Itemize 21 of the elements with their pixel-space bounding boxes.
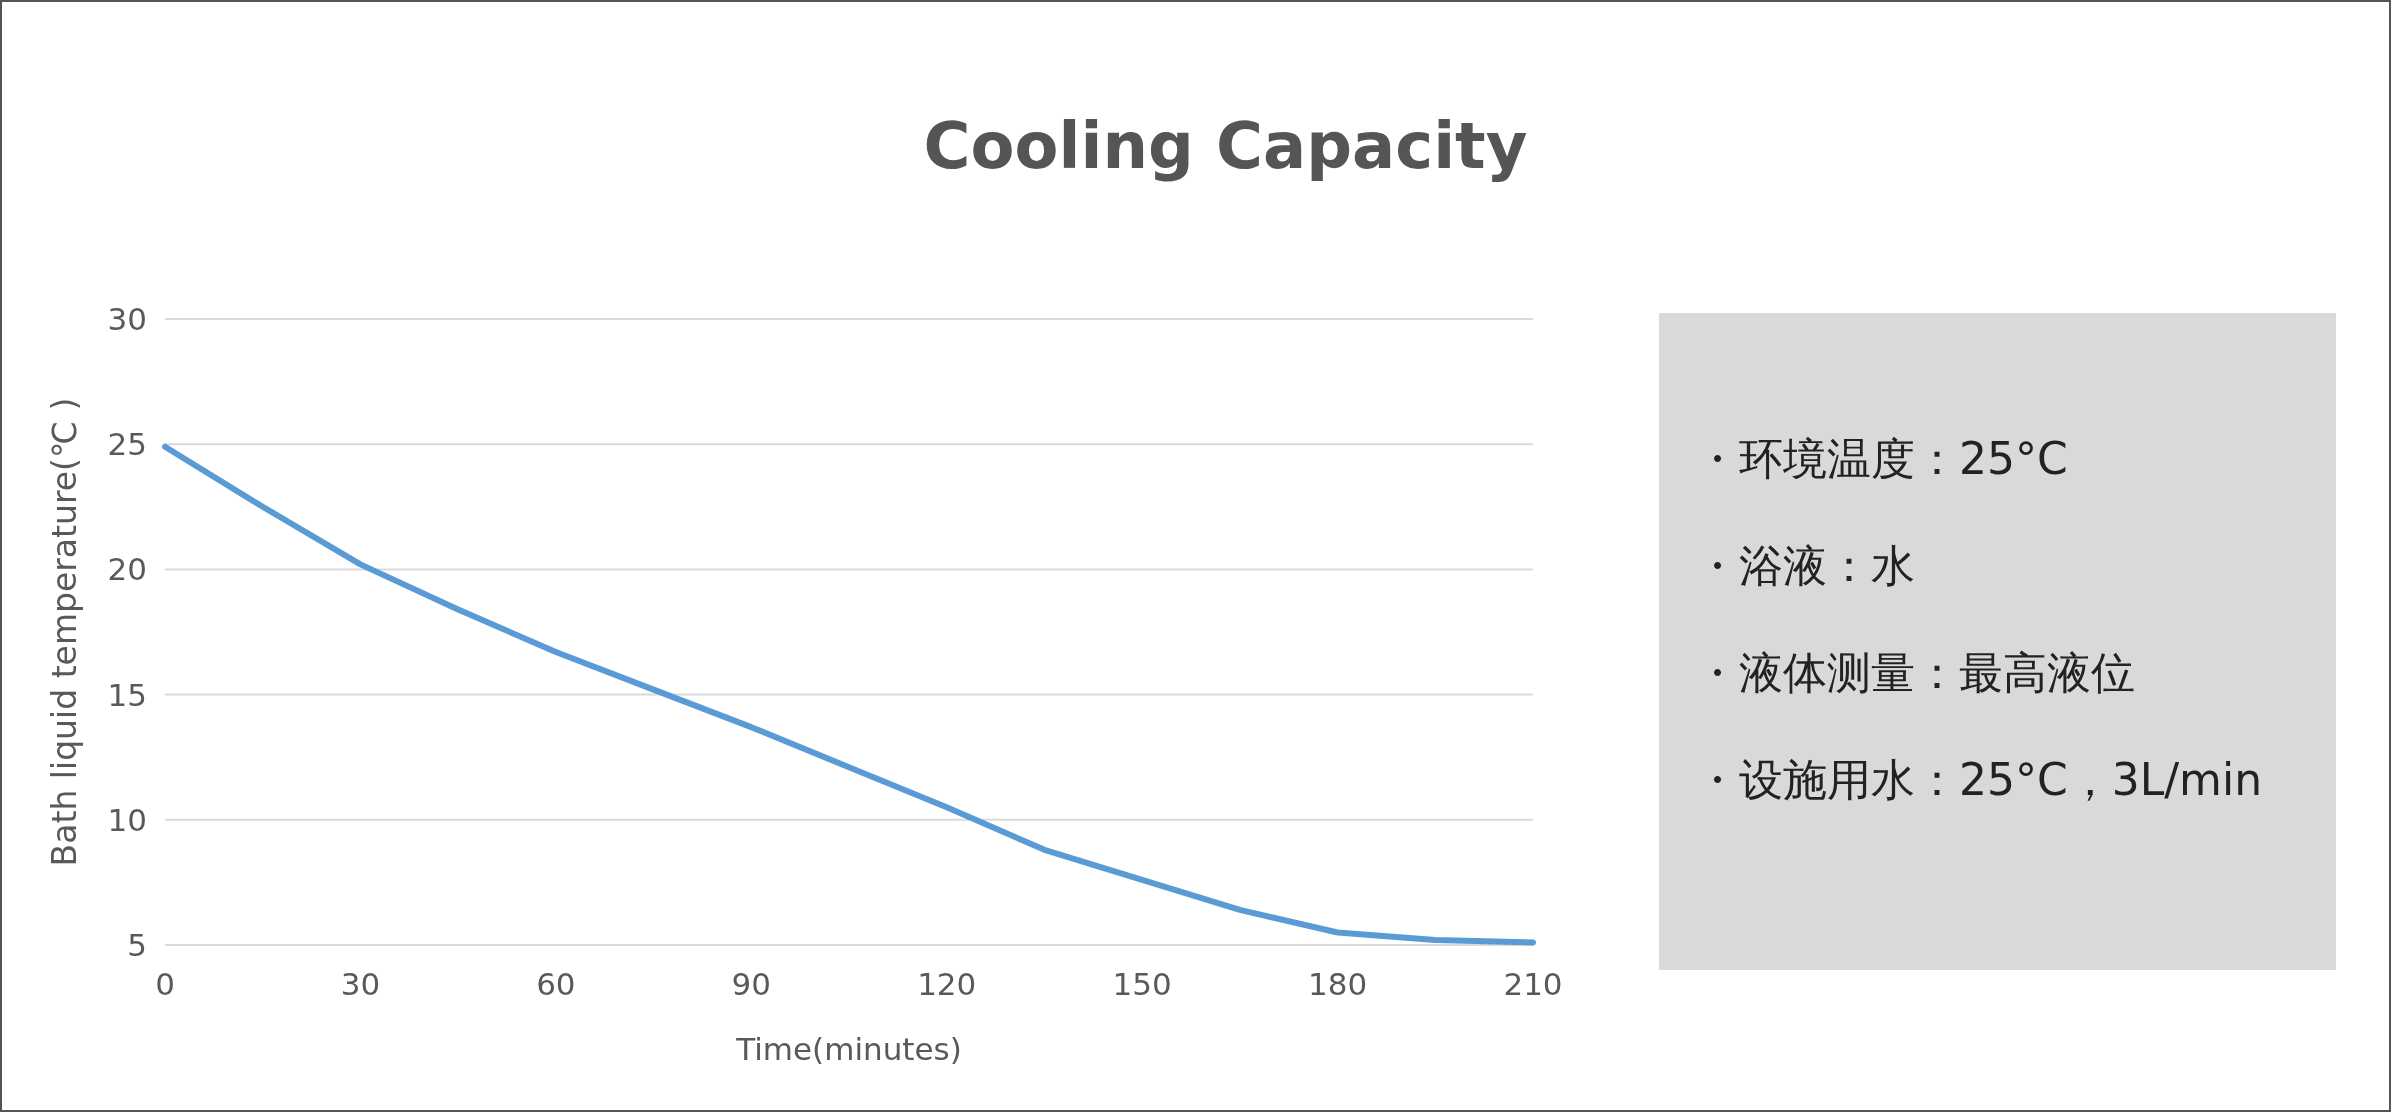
y-tick-label: 15	[107, 676, 147, 713]
y-tick-label: 25	[107, 426, 147, 463]
x-tick-label: 30	[340, 966, 381, 1002]
x-tick-label: 180	[1307, 966, 1368, 1002]
text: ・浴液：水	[1695, 540, 1915, 591]
text: ・设施用水：25°C，3L/min	[1695, 754, 2263, 805]
x-tick-label: 150	[1112, 966, 1172, 1002]
text: ・液体测量：最高液位	[1695, 647, 2135, 698]
y-tick-label: 20	[107, 551, 147, 588]
chart-title: Cooling Capacity	[923, 109, 1528, 183]
x-axis-title: Time(minutes)	[735, 1031, 962, 1067]
x-tick-label: 90	[731, 966, 772, 1002]
y-tick-label: 5	[127, 927, 147, 963]
x-tick-label: 60	[536, 966, 576, 1002]
y-tick-label: 10	[107, 801, 147, 838]
y-tick-label: 30	[107, 301, 147, 337]
y-axis-title: Bath liquid temperature(℃ )	[45, 397, 84, 867]
x-tick-label: 210	[1503, 966, 1563, 1002]
text: ・环境温度：25°C	[1695, 433, 2068, 484]
x-tick-label: 120	[917, 966, 977, 1002]
x-tick-label: 0	[155, 966, 175, 1002]
